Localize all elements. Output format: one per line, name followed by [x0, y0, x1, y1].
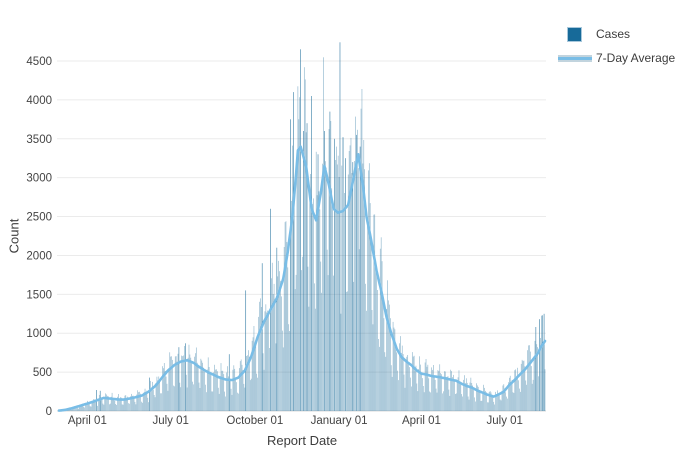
x-tick-label: January 01 [311, 415, 368, 427]
x-tick-label: April 01 [402, 415, 441, 427]
legend-label-7day-average: 7-Day Average [596, 51, 676, 65]
average-line [57, 145, 547, 412]
y-tick-label: 4000 [26, 95, 52, 107]
y-axis-title: Count [6, 218, 22, 254]
average-line-swatch-icon [556, 54, 593, 62]
y-tick-label: 1000 [26, 328, 52, 340]
legend-item-7day-average[interactable]: 7-Day Average [556, 46, 675, 70]
x-tick-label: April 01 [68, 415, 107, 427]
y-tick-label: 4500 [26, 56, 52, 68]
legend-label-cases: Cases [596, 27, 631, 41]
y-tick-label: 2500 [26, 212, 52, 224]
legend-item-cases[interactable]: Cases [556, 22, 675, 46]
y-tick-label: 1500 [26, 289, 52, 301]
cases-bars [58, 42, 546, 412]
x-tick-label: July 01 [152, 415, 188, 427]
gridlines [57, 60, 546, 412]
y-tick-label: 3000 [26, 173, 52, 185]
y-tick-label: 3500 [26, 134, 52, 146]
legend: Cases 7-Day Average [556, 22, 675, 70]
cases-swatch-icon [556, 26, 593, 42]
x-tick-label: October 01 [226, 415, 283, 427]
y-tick-label: 0 [46, 406, 52, 418]
x-tick-label: July 01 [487, 415, 523, 427]
y-tick-label: 500 [33, 367, 52, 379]
y-tick-label: 2000 [26, 250, 52, 262]
x-axis-title: Report Date [266, 433, 338, 448]
